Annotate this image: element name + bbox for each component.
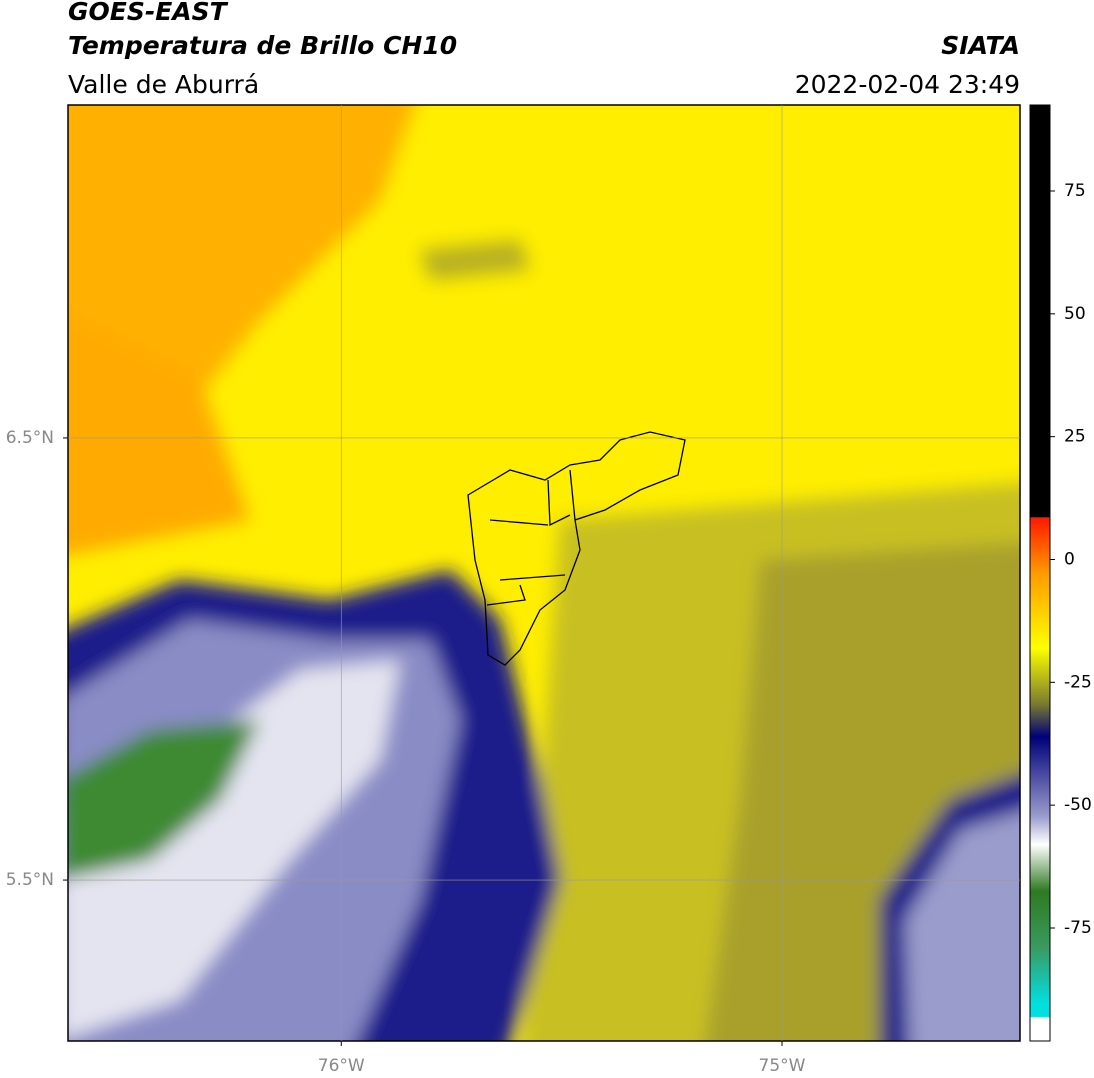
title: GOES-EAST [68,0,229,26]
y-tick-label: 6.5°N [6,428,54,448]
subtitle: Temperatura de Brillo CH10 [68,31,457,60]
colorbar-tick-label: 25 [1064,427,1086,447]
municipal-boundaries [467,431,686,666]
y-tick-label: 5.5°N [6,870,54,890]
x-tick-label: 75°W [759,1056,806,1076]
colorbar-tick-label: -75 [1064,918,1092,938]
source: SIATA [941,31,1020,60]
map-frame [67,104,1021,1042]
colorbar-tick-label: -50 [1064,795,1092,815]
region: Valle de Aburrá [68,70,259,99]
colorbar-tick-label: 0 [1064,549,1075,569]
colorbar-tick-label: 75 [1064,181,1086,201]
colorbar [1029,104,1051,1042]
colorbar-tick-label: -25 [1064,672,1092,692]
x-tick-label: 76°W [318,1056,365,1076]
colorbar-tick-label: 50 [1064,304,1086,324]
satellite-image [68,105,1020,1041]
timestamp: 2022-02-04 23:49 [795,70,1020,99]
